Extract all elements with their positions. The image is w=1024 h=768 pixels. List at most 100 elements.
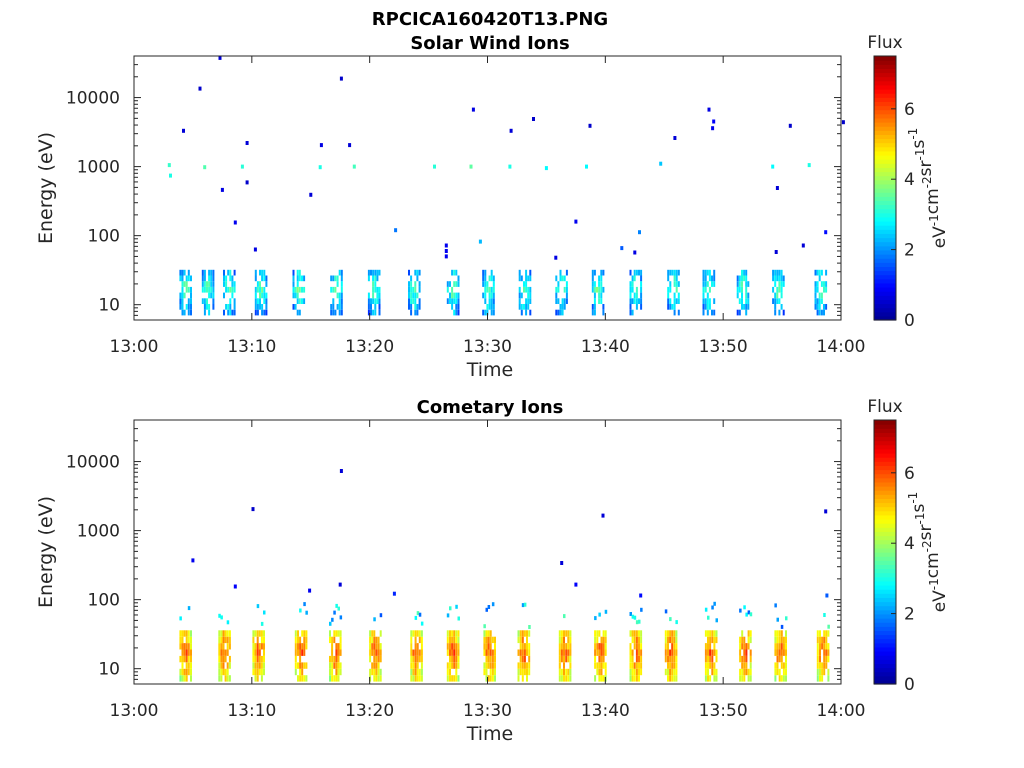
flux-point xyxy=(825,593,829,598)
spectrogram-cell xyxy=(491,649,494,656)
spectrogram-cell xyxy=(208,309,211,316)
spectrogram-cell xyxy=(640,643,643,650)
spectrogram-cell xyxy=(527,286,530,293)
spectrogram-cell xyxy=(814,269,817,276)
spectrogram-cell xyxy=(673,655,676,663)
spectrogram-cell xyxy=(526,643,528,650)
spectrogram-cell xyxy=(741,281,743,287)
spectrogram-cell xyxy=(297,630,299,637)
spectrogram-cell xyxy=(190,643,192,650)
spectrogram-cell xyxy=(449,655,451,663)
spectrogram-cell xyxy=(301,643,304,650)
spectrogram-cell xyxy=(224,675,227,682)
colorbar-segment xyxy=(874,113,896,119)
spectrogram-cell xyxy=(747,675,750,682)
spectrogram-cell xyxy=(212,304,215,310)
spectrogram-cell xyxy=(254,298,257,304)
spectrogram-cell xyxy=(525,309,528,316)
spectrogram-cell xyxy=(339,643,342,650)
spectrogram-cell xyxy=(776,649,779,656)
spectrogram-cell xyxy=(254,269,257,276)
spectrogram-cell xyxy=(296,298,299,304)
cometary-ylabel: Energy (eV) xyxy=(35,496,57,608)
spectrogram-cell xyxy=(260,643,263,650)
spectrogram-cell xyxy=(183,668,186,676)
flux-point xyxy=(245,180,249,185)
spectrogram-cell xyxy=(254,662,257,669)
colorbar-segment xyxy=(874,150,896,156)
spectrogram-cell xyxy=(485,662,488,669)
spectrogram-cell xyxy=(747,636,750,644)
flux-point xyxy=(532,117,535,121)
spectrogram-cell xyxy=(780,675,783,682)
spectrogram-cell xyxy=(379,613,383,618)
spectrogram-cell xyxy=(557,298,560,304)
spectrogram-cell xyxy=(451,298,454,304)
spectrogram-cell xyxy=(631,309,634,316)
spectrogram-cell xyxy=(635,649,638,656)
spectrogram-cell xyxy=(225,281,228,287)
spectrogram-cell xyxy=(446,675,449,682)
flux-point xyxy=(203,165,207,170)
spectrogram-cell xyxy=(517,649,520,656)
spectrogram-cell xyxy=(669,286,672,293)
spectrogram-cell xyxy=(222,636,225,644)
spectrogram-cell xyxy=(371,630,374,637)
spectrogram-cell xyxy=(602,630,605,637)
colorbar-segment xyxy=(874,432,896,438)
spectrogram-cell xyxy=(711,281,713,287)
spectrogram-cell xyxy=(715,675,718,682)
spectrogram-cell xyxy=(591,309,594,316)
spectrogram-cell xyxy=(375,662,378,669)
spectrogram-cell xyxy=(741,636,744,644)
spectrogram-cell xyxy=(707,636,709,644)
spectrogram-cell xyxy=(743,655,746,663)
spectrogram-cell xyxy=(671,668,674,676)
spectrogram-cell xyxy=(669,298,672,304)
spectrogram-cell xyxy=(782,675,785,682)
spectrogram-cell xyxy=(263,275,266,282)
colorbar-segment xyxy=(874,448,896,454)
spectrogram-cell xyxy=(416,292,419,299)
spectrogram-cell xyxy=(567,643,570,650)
spectrogram-cell xyxy=(334,286,337,293)
spectrogram-cell xyxy=(774,630,777,637)
spectrogram-cell xyxy=(377,643,380,650)
cometary-xlabel: Time xyxy=(466,723,514,745)
spectrogram-cell xyxy=(563,662,565,669)
spectrogram-cell xyxy=(774,649,777,656)
y-tick-label: 1000 xyxy=(77,158,120,178)
spectrogram-cell xyxy=(600,643,603,650)
spectrogram-cell xyxy=(707,630,709,637)
spectrogram-cell xyxy=(457,292,460,299)
spectrogram-cell xyxy=(591,275,594,282)
spectrogram-cell xyxy=(263,662,265,669)
spectrogram-cell xyxy=(738,286,741,293)
spectrogram-cell xyxy=(297,675,299,682)
spectrogram-cell xyxy=(183,649,186,656)
solar-wind-title: Solar Wind Ions xyxy=(410,33,569,54)
spectrogram-cell xyxy=(190,309,192,316)
spectrogram-cell xyxy=(185,655,188,663)
colorbar-segment xyxy=(874,523,896,528)
spectrogram-cell xyxy=(823,630,826,637)
spectrogram-cell xyxy=(528,668,531,676)
spectrogram-cell xyxy=(179,275,182,282)
flux-point xyxy=(233,220,237,225)
spectrogram-cell xyxy=(256,630,259,637)
flux-point xyxy=(444,254,448,259)
spectrogram-cell xyxy=(561,309,564,316)
spectrogram-cell xyxy=(523,281,525,287)
spectrogram-cell xyxy=(563,636,565,644)
spectrogram-cell xyxy=(675,668,678,676)
spectrogram-cell xyxy=(640,630,643,637)
colorbar-title: Flux xyxy=(867,33,902,53)
flux-point xyxy=(707,107,711,112)
colorbar-segment xyxy=(874,64,896,69)
colorbar-segment xyxy=(874,142,896,148)
spectrogram-cell xyxy=(785,636,787,644)
spectrogram-cell xyxy=(373,655,376,663)
colorbar-segment xyxy=(874,498,896,504)
cometary-title: Cometary Ions xyxy=(417,397,564,418)
flux-point xyxy=(309,192,313,197)
